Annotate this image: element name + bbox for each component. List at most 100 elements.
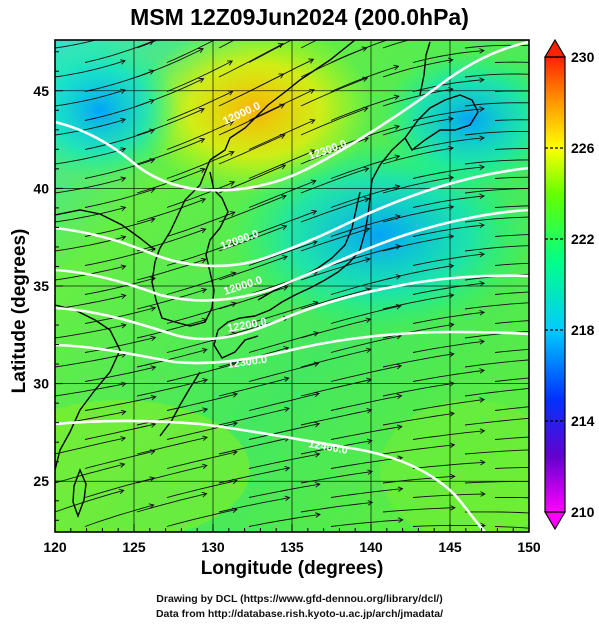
y-tick-label: 30 bbox=[33, 376, 49, 392]
streamline bbox=[166, 451, 238, 469]
streamline bbox=[494, 148, 529, 150]
streamline bbox=[136, 228, 206, 252]
streamline bbox=[136, 168, 205, 194]
streamline-arrowhead bbox=[200, 197, 207, 204]
streamline-arrowhead bbox=[532, 416, 537, 421]
streamline bbox=[330, 275, 401, 295]
streamline bbox=[494, 262, 529, 266]
streamline-arrowhead bbox=[230, 241, 237, 247]
streamline-arrowhead bbox=[362, 106, 369, 112]
streamline bbox=[84, 477, 155, 498]
streamline-arrowhead bbox=[394, 184, 401, 190]
streamline-arrowhead bbox=[364, 257, 371, 263]
streamline-arrowhead bbox=[120, 59, 126, 65]
streamline bbox=[218, 377, 289, 397]
streamline bbox=[84, 396, 156, 411]
streamline-arrowhead bbox=[448, 86, 454, 93]
streamline-arrowhead bbox=[148, 99, 155, 105]
streamline-arrowhead bbox=[363, 136, 370, 143]
streamline bbox=[300, 167, 369, 194]
streamline-arrowhead bbox=[532, 129, 536, 134]
streamline bbox=[248, 393, 320, 411]
streamline bbox=[412, 430, 485, 440]
streamline-arrowhead bbox=[202, 407, 209, 413]
streamline bbox=[330, 335, 402, 353]
streamline bbox=[248, 149, 316, 179]
x-tick-label: 135 bbox=[280, 539, 304, 555]
streamline bbox=[218, 255, 288, 281]
x-tick-label: 150 bbox=[517, 539, 541, 555]
streamline bbox=[495, 497, 529, 499]
streamline-arrowhead bbox=[364, 197, 370, 203]
streamline bbox=[330, 65, 399, 92]
streamline bbox=[136, 138, 205, 165]
streamline bbox=[412, 282, 485, 295]
streamline bbox=[300, 379, 372, 397]
streamline-arrowhead bbox=[228, 150, 235, 156]
streamline-arrowhead bbox=[394, 154, 401, 160]
streamline bbox=[218, 134, 285, 165]
streamline-arrowhead bbox=[284, 465, 291, 472]
streamline bbox=[248, 483, 320, 498]
streamline bbox=[55, 40, 98, 49]
streamline-arrowhead bbox=[396, 393, 403, 400]
colorbar-tick-label: 226 bbox=[571, 140, 595, 156]
streamline-arrowhead bbox=[120, 293, 127, 300]
streamline-arrowhead bbox=[150, 365, 157, 371]
streamline-arrowhead bbox=[308, 29, 313, 33]
streamline bbox=[248, 453, 320, 469]
streamline bbox=[136, 349, 207, 368]
streamline-arrowhead bbox=[362, 76, 369, 82]
streamline-arrowhead bbox=[202, 377, 208, 384]
streamline-arrowhead bbox=[533, 511, 538, 516]
streamline-arrowhead bbox=[232, 449, 238, 456]
streamline-arrowhead bbox=[284, 406, 290, 413]
streamline bbox=[55, 118, 126, 136]
streamline-arrowhead bbox=[312, 300, 319, 307]
streamline-arrowhead bbox=[449, 442, 456, 448]
streamline bbox=[300, 348, 371, 368]
streamline bbox=[494, 176, 529, 179]
streamline bbox=[382, 412, 455, 426]
credit-data: Data from http://database.rish.kyoto-u.a… bbox=[155, 608, 444, 620]
streamline bbox=[300, 228, 370, 252]
streamline bbox=[84, 423, 156, 440]
streamline bbox=[218, 225, 287, 252]
streamline bbox=[136, 40, 159, 49]
streamline-arrowhead bbox=[120, 436, 127, 442]
streamline-arrowhead bbox=[361, 46, 368, 52]
colorbar-tick-label: 210 bbox=[571, 504, 595, 520]
streamline-arrowhead bbox=[398, 517, 404, 523]
streamline-arrowhead bbox=[199, 137, 206, 144]
streamline-arrowhead bbox=[228, 120, 235, 126]
streamline bbox=[248, 362, 319, 382]
streamline-arrowhead bbox=[120, 117, 127, 124]
streamline-arrowhead bbox=[198, 19, 203, 23]
streamline-arrowhead bbox=[120, 235, 127, 241]
streamline-arrowhead bbox=[448, 351, 455, 358]
streamline-arrowhead bbox=[148, 69, 155, 75]
streamline-arrowhead bbox=[229, 180, 236, 187]
streamline-arrowhead bbox=[120, 264, 127, 270]
streamline bbox=[464, 359, 529, 368]
streamline-arrowhead bbox=[119, 462, 126, 468]
streamline bbox=[494, 320, 529, 324]
streamline-arrowhead bbox=[120, 31, 125, 36]
streamline bbox=[55, 324, 126, 339]
streamline-arrowhead bbox=[448, 204, 455, 211]
streamline bbox=[218, 437, 290, 455]
streamline bbox=[330, 155, 400, 179]
colorbar-tick-label: 214 bbox=[571, 413, 595, 429]
streamline bbox=[382, 118, 454, 136]
streamline bbox=[464, 388, 529, 397]
streamline bbox=[248, 40, 293, 63]
streamline bbox=[412, 108, 485, 121]
streamline-arrowhead bbox=[479, 193, 485, 200]
streamline-arrowhead bbox=[479, 397, 486, 403]
streamline bbox=[412, 166, 485, 179]
x-tick-label: 140 bbox=[359, 539, 383, 555]
streamline bbox=[464, 245, 529, 252]
wind-streamlines bbox=[55, 19, 538, 529]
streamline bbox=[300, 440, 372, 455]
